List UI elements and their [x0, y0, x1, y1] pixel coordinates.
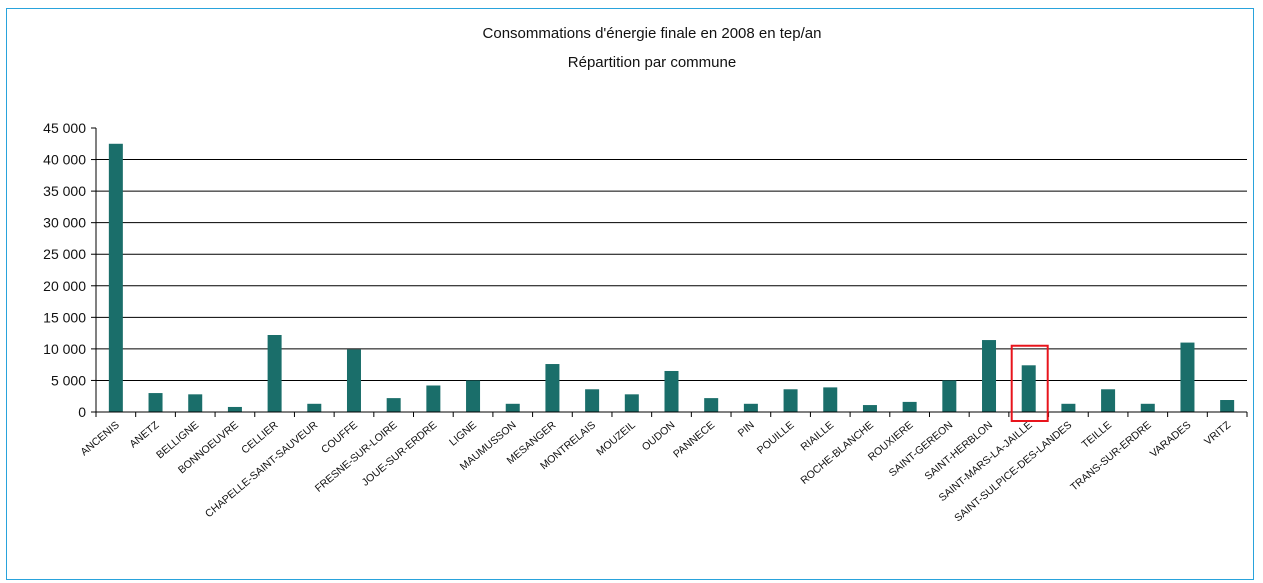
bar-saint-sulpice-des-landes [1061, 403, 1076, 412]
bar-chart: Consommations d'énergie finale en 2008 e… [43, 25, 1248, 525]
x-tick-label: ROCHE-BLANCHE [798, 419, 875, 487]
x-tick-label: VRITZ [1202, 419, 1233, 448]
chart-subtitle: Répartition par commune [568, 54, 736, 71]
y-tick-label: 40 000 [43, 152, 86, 168]
y-tick-label: 0 [78, 404, 86, 420]
highlight-marks [1010, 344, 1049, 423]
bar-joue-sur-erdre [426, 385, 441, 412]
highlight-box [1010, 344, 1049, 423]
y-tick-labels: 0 5 000 10 000 15 000 20 000 25 000 30 000 35 0… [43, 120, 86, 420]
x-tick-label: RIAILLE [799, 419, 837, 453]
bar-saint-gereon [942, 380, 957, 412]
bar-mouzeil [624, 394, 639, 412]
y-tick-label: 20 000 [43, 278, 86, 294]
bar-pouille [783, 389, 798, 412]
x-tick-label: VARADES [1148, 419, 1194, 460]
y-tick-label: 15 000 [43, 309, 86, 325]
bar-mesanger [545, 364, 560, 412]
bar-couffe [346, 349, 361, 412]
x-tick-label: LIGNE [447, 419, 479, 448]
axes [91, 127, 1248, 417]
bar-montrelais [585, 389, 600, 412]
bar-ancenis [108, 143, 123, 412]
x-tick-label: OUDON [640, 419, 678, 453]
x-tick-label: PANNECE [671, 419, 717, 460]
bars [108, 143, 1235, 412]
bar-trans-sur-erdre [1140, 403, 1155, 412]
bar-teille [1101, 389, 1116, 412]
bar-anetz [148, 393, 163, 412]
chart-frame: Consommations d'énergie finale en 2008 e… [6, 8, 1254, 580]
bar-pannece [704, 398, 719, 412]
bar-fresne-sur-loire [386, 398, 401, 412]
gridlines [96, 159, 1247, 381]
bar-vritz [1220, 400, 1235, 412]
x-tick-label: ANETZ [127, 419, 162, 451]
bar-chapelle-saint-sauveur [307, 403, 322, 412]
y-tick-label: 35 000 [43, 183, 86, 199]
bar-cellier [267, 335, 282, 412]
bar-pin [743, 403, 758, 412]
bar-belligne [188, 394, 203, 412]
x-tick-label: POUILLE [755, 419, 797, 457]
bar-roche-blanche [862, 405, 877, 412]
bar-saint-mars-la-jaille [1021, 365, 1036, 412]
bar-oudon [664, 370, 679, 412]
bar-bonnoeuvre [227, 406, 242, 412]
chart-title: Consommations d'énergie finale en 2008 e… [483, 25, 822, 42]
x-tick-label: PIN [736, 419, 757, 439]
y-tick-label: 25 000 [43, 246, 86, 262]
bar-ligne [466, 380, 481, 412]
x-tick-label: SAINT-HERBLON [922, 419, 995, 483]
bar-rouxiere [902, 401, 917, 412]
bar-varades [1180, 342, 1195, 412]
x-tick-label: TEILLE [1079, 419, 1114, 451]
x-tick-labels: ANCENIS ANETZBELLIGNEBONNOEUVRECELLIERCHA… [78, 419, 1233, 525]
y-tick-label: 10 000 [43, 341, 86, 357]
x-tick-label: ANCENIS [78, 419, 121, 458]
x-tick-label: MOUZEIL [594, 419, 638, 458]
y-tick-label: 5 000 [51, 372, 86, 388]
bar-riaille [823, 387, 838, 412]
x-tick-label: JOUE-SUR-ERDRE [360, 419, 440, 489]
bar-maumusson [505, 403, 520, 412]
y-tick-label: 30 000 [43, 215, 86, 231]
y-tick-label: 45 000 [43, 120, 86, 136]
bar-saint-herblon [982, 340, 997, 412]
